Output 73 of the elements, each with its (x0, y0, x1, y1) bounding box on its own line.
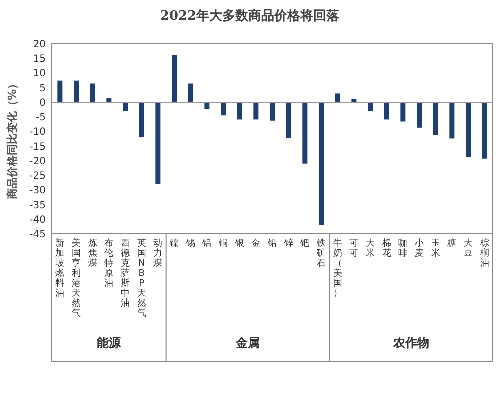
bar (188, 84, 194, 102)
x-tick-label: 炼焦煤 (88, 238, 98, 269)
x-tick-label: 棕榈油 (480, 238, 490, 269)
bar (335, 94, 340, 102)
y-tick-label: -30 (30, 186, 46, 197)
bar (254, 102, 259, 120)
y-tick-label: 15 (33, 54, 46, 66)
bar (450, 102, 455, 139)
x-tick-label: 美国亨利港天然气 (72, 238, 81, 319)
y-tick-label: -5 (36, 112, 46, 124)
x-tick-label: 铅 (267, 238, 277, 249)
bar (139, 102, 144, 138)
x-tick-label: 大豆 (464, 238, 473, 259)
y-tick-label: -35 (30, 200, 46, 212)
x-tick-label: 镍 (169, 238, 179, 249)
y-tick-label: -45 (30, 230, 46, 240)
bar (433, 102, 438, 136)
x-tick-label: 钯 (300, 238, 310, 249)
y-tick-label: -40 (30, 214, 46, 226)
y-tick-label: -15 (30, 142, 46, 153)
bar (352, 99, 357, 102)
bar (90, 84, 96, 102)
bar (368, 102, 373, 112)
bar (156, 102, 161, 184)
x-tick-label: 小麦 (415, 238, 424, 259)
x-tick-label: 铜 (218, 238, 228, 249)
bar (74, 80, 79, 102)
y-tick-label: 5 (40, 83, 46, 94)
x-tick-label: 英国NBP天然气 (137, 238, 146, 319)
bar (270, 102, 275, 121)
x-tick-label: 银 (234, 238, 244, 249)
x-tick-label: 棉花 (382, 238, 392, 259)
x-tick-label: 可可 (350, 239, 359, 259)
text: 金属 (235, 336, 260, 350)
y-tick-label: 20 (33, 40, 46, 50)
x-tick-label: 锌 (283, 238, 294, 249)
chart-title: 2022年大多数商品价格将回落 (160, 8, 341, 24)
x-tick-label: 铁矿石 (316, 238, 326, 269)
bar (123, 102, 128, 112)
x-tick-label: 大米 (366, 238, 375, 259)
bar (204, 102, 210, 110)
bar (482, 102, 488, 159)
x-tick-label: 糖 (448, 238, 457, 249)
x-tick-label: 锡 (185, 238, 196, 249)
bar (319, 102, 324, 226)
x-tick-label: 动力煤 (154, 238, 163, 269)
x-tick-label: 新加坡燃料油 (54, 238, 65, 299)
y-tick-label: -25 (30, 171, 46, 182)
x-tick-label: 牛奶（美国） (333, 238, 342, 299)
text: 农作物 (392, 336, 430, 350)
y-tick-label: -20 (30, 156, 46, 168)
bar (221, 102, 226, 116)
bar (58, 80, 63, 102)
bar (172, 55, 177, 102)
x-tick-label: 金 (252, 238, 261, 249)
bar (466, 102, 471, 158)
bar (106, 98, 112, 102)
bar (384, 102, 390, 120)
y-tick-label: -10 (30, 127, 46, 138)
x-tick-label: 布伦特原油 (104, 238, 114, 289)
bar (417, 102, 422, 128)
bar (302, 102, 308, 164)
x-tick-label: 铝 (202, 238, 212, 249)
bar (286, 102, 292, 138)
bar (400, 102, 406, 122)
y-axis-title: 商品价格同比变化（%） (6, 78, 19, 201)
y-tick-label: 0 (40, 98, 46, 109)
y-tick-label: 10 (33, 68, 46, 80)
text: 能源 (97, 336, 122, 350)
bar (237, 102, 242, 120)
x-tick-label: 咖啡 (398, 238, 408, 259)
x-tick-label: 西德克萨斯中油 (121, 239, 130, 309)
x-tick-label: 玉米 (431, 239, 440, 259)
